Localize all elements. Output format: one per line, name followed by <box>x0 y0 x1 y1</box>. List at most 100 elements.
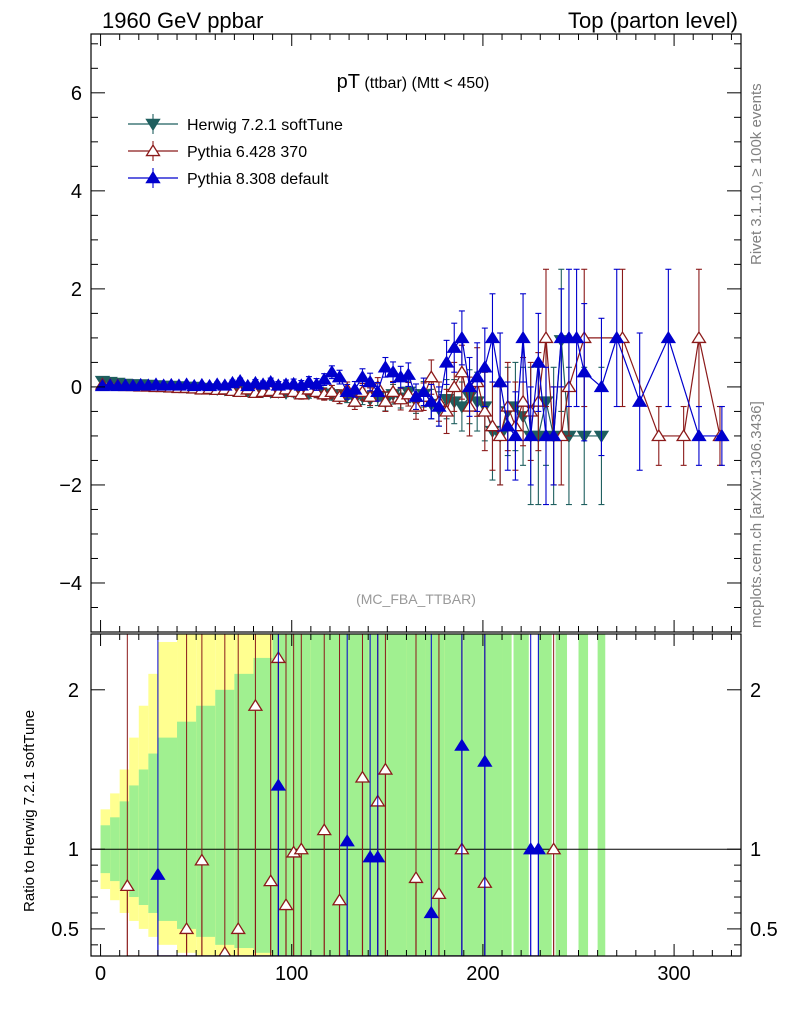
data-point <box>446 340 462 353</box>
legend-label: Pythia 8.308 default <box>187 171 329 188</box>
data-point <box>651 428 667 442</box>
data-point <box>446 379 462 393</box>
inner-band-bin <box>444 634 464 956</box>
data-point <box>714 428 730 442</box>
ratio-data-point <box>354 770 371 783</box>
ratio-y-tick-label: 1 <box>68 839 79 861</box>
ratio-data-point <box>545 842 562 855</box>
data-point <box>507 428 524 442</box>
inner-band-bin <box>234 673 254 949</box>
data-point <box>691 330 707 344</box>
ratio-data-point <box>270 778 287 791</box>
data-point <box>660 330 677 344</box>
x-tick-label: 200 <box>466 963 499 985</box>
ratio-data-point <box>178 921 195 935</box>
legend-label: Pythia 6.428 370 <box>187 144 307 161</box>
data-point <box>545 428 562 442</box>
inner-band-bin <box>425 634 445 956</box>
data-point <box>331 370 348 383</box>
data-point <box>515 330 531 344</box>
data-point <box>675 428 692 442</box>
ratio-data-point <box>263 874 279 887</box>
inner-band-bin <box>272 634 292 956</box>
data-point <box>400 367 417 380</box>
data-point <box>385 365 401 378</box>
data-point <box>454 365 470 378</box>
data-point <box>400 387 417 400</box>
data-point <box>593 379 610 393</box>
data-point <box>316 372 332 385</box>
inner-band-bin <box>538 634 552 956</box>
inner-band-bin <box>482 634 503 956</box>
data-point <box>576 365 592 378</box>
data-point <box>385 384 401 398</box>
legend-label: Herwig 7.2.1 softTune <box>187 117 343 134</box>
ratio-y-tick-label: 2 <box>68 680 79 702</box>
ratio-data-point <box>247 698 264 711</box>
data-point <box>469 370 485 383</box>
inner-band-bin <box>555 634 568 956</box>
header-right: Top (parton level) <box>568 8 738 33</box>
ratio-data-point <box>370 850 386 863</box>
ratio-y-tick-label: 0.5 <box>51 919 79 941</box>
ratio-series-line-1 <box>157 745 539 956</box>
ratio-data-point <box>230 921 246 935</box>
y-tick-label: 6 <box>71 83 82 105</box>
data-point <box>377 360 394 373</box>
legend-marker <box>145 170 161 184</box>
ratio-uncertainty-bands <box>100 634 606 956</box>
ratio-data-point <box>218 945 232 956</box>
ratio-data-point <box>339 834 355 847</box>
plot-title: pT (ttbar) (Mtt < 450) <box>337 71 490 93</box>
data-point <box>477 360 493 373</box>
header-left: 1960 GeV ppbar <box>102 8 264 33</box>
analysis-watermark: (MC_FBA_TTBAR) <box>356 591 476 607</box>
ratio-data-point <box>454 738 470 751</box>
data-point <box>324 365 340 378</box>
inner-band-bin <box>129 785 139 898</box>
data-point <box>568 330 585 344</box>
data-point <box>515 394 531 407</box>
data-point <box>523 428 539 442</box>
ratio-plot-layer <box>91 634 741 956</box>
ratio-data-point <box>293 842 309 855</box>
data-point <box>347 382 363 395</box>
ratio-data-point <box>530 842 547 855</box>
ratio-series-1 <box>150 634 547 956</box>
data-point <box>232 373 248 387</box>
plot-title-main: pT <box>337 71 360 93</box>
ratio-y-tick-label-right: 2 <box>750 680 761 702</box>
data-point <box>423 370 439 383</box>
inner-band-bin <box>578 634 589 956</box>
data-point <box>347 394 363 407</box>
x-tick-label: 300 <box>657 963 690 985</box>
data-point <box>415 384 432 398</box>
main-plot-layer <box>94 268 730 506</box>
axes-layer: −4 −2 0 2 4 6 0.5 0.5 1 1 2 2 0 100 200 300 <box>51 33 778 985</box>
data-point <box>609 330 625 344</box>
plot-title-sub: (ttbar) (Mtt < 450) <box>360 75 489 92</box>
y-tick-label: 2 <box>71 279 82 301</box>
data-point <box>438 355 455 368</box>
ratio-data-point <box>119 878 135 892</box>
data-point <box>492 374 508 388</box>
x-tick-label: 100 <box>275 963 308 985</box>
ratio-data-point <box>477 754 493 767</box>
data-point <box>484 330 501 344</box>
inner-band-bin <box>196 705 216 937</box>
data-point <box>324 384 340 398</box>
ratio-data-point <box>316 822 332 836</box>
inner-band-bin <box>148 753 158 913</box>
ratio-data-point <box>408 870 424 884</box>
data-point <box>423 394 439 407</box>
inner-band-bin <box>387 634 407 956</box>
ratio-data-point <box>423 905 439 919</box>
data-point <box>362 374 378 388</box>
ratio-data-point <box>150 867 166 880</box>
data-point <box>492 428 508 442</box>
ratio-y-tick-label-right: 0.5 <box>750 919 778 941</box>
inner-band-bin <box>310 634 330 956</box>
data-point <box>477 404 493 417</box>
inner-band-bin <box>157 737 178 921</box>
